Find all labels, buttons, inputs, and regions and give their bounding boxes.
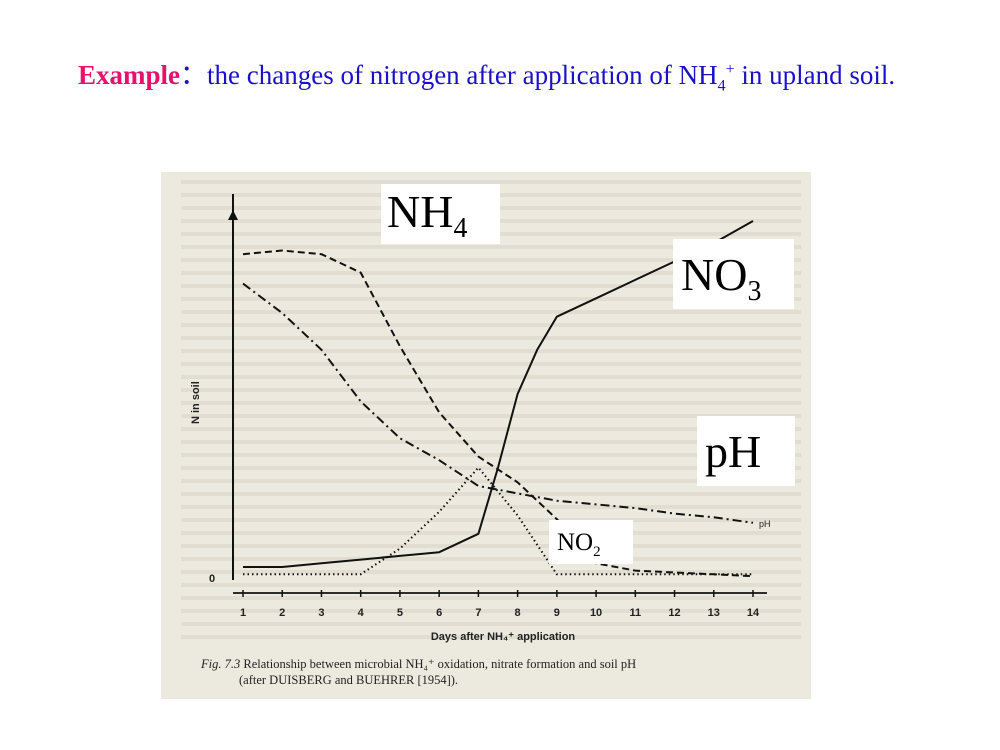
x-tick-label: 11 — [629, 607, 641, 619]
x-tick-label: 8 — [515, 607, 521, 619]
x-tick-label: 1 — [240, 607, 246, 619]
y-tick-label: 0 — [209, 573, 215, 585]
x-axis-label: Days after NH₄⁺ application — [431, 631, 576, 643]
caption-line1: Relationship between microbial NH₄⁺ oxid… — [240, 657, 637, 671]
x-tick-label: 4 — [358, 607, 365, 619]
x-tick-label: 13 — [708, 607, 720, 619]
title-text-tail: in upland soil. — [734, 60, 896, 90]
label-no3: NO3 — [673, 239, 794, 309]
figure-caption: Fig. 7.3 Relationship between microbial … — [201, 656, 801, 688]
label-nh4-base: NH — [387, 186, 454, 237]
x-tick-label: 10 — [590, 607, 602, 619]
x-tick-label: 14 — [747, 607, 760, 619]
x-tick-label: 9 — [554, 607, 560, 619]
x-tick-label: 6 — [436, 607, 442, 619]
x-tick-label: 3 — [318, 607, 324, 619]
x-tick-label: 2 — [279, 607, 285, 619]
title-keyword: Example — [78, 60, 181, 90]
label-no2-base: NO — [557, 529, 594, 556]
caption-prefix: Fig. 7.3 — [201, 657, 241, 671]
title-text: the changes of nitrogen after applicatio… — [207, 60, 718, 90]
x-tick-label: 12 — [668, 607, 680, 619]
label-no2-sub: 2 — [593, 544, 601, 560]
title-separator: ： — [180, 60, 208, 90]
chart-annotation-ph: pH — [759, 519, 771, 529]
label-no3-sub: 3 — [747, 276, 762, 308]
label-nh4: NH4 — [381, 184, 500, 244]
x-tick-label: 5 — [397, 607, 403, 619]
label-no3-base: NO — [681, 249, 748, 300]
label-ph: pH — [697, 416, 795, 486]
label-nh4-sub: 4 — [453, 213, 468, 245]
slide-title: Example：the changes of nitrogen after ap… — [78, 52, 958, 104]
caption-line2: (after DUISBERG and BUEHRER [1954]). — [239, 673, 459, 687]
y-axis-arrow — [228, 210, 238, 220]
title-sub: 4 — [717, 77, 726, 95]
x-tick-label: 7 — [475, 607, 481, 619]
title-sup: + — [725, 61, 735, 78]
series-line-no3 — [243, 220, 754, 568]
y-axis-label: N in soil — [190, 381, 202, 424]
label-no2: NO2 — [549, 520, 633, 564]
